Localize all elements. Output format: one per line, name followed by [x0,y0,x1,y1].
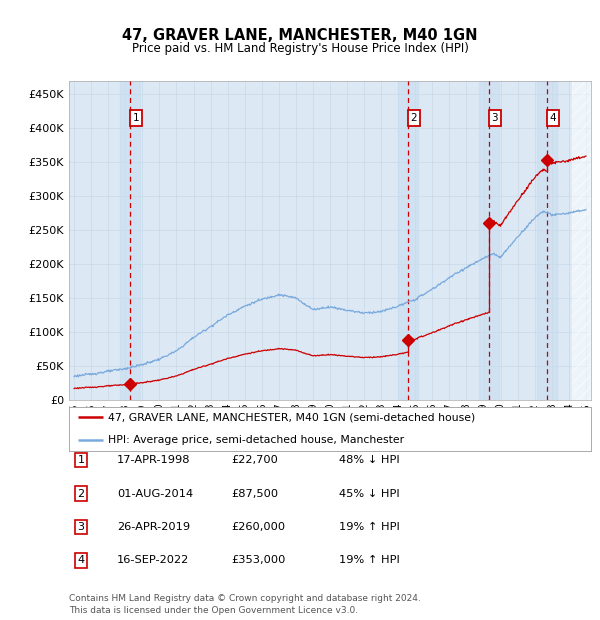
Text: 1: 1 [77,455,85,465]
Bar [120,81,140,400]
Text: Price paid vs. HM Land Registry's House Price Index (HPI): Price paid vs. HM Land Registry's House … [131,42,469,55]
Text: 48% ↓ HPI: 48% ↓ HPI [339,455,400,465]
Bar [398,81,418,400]
Text: 3: 3 [491,113,498,123]
Text: 1: 1 [133,113,139,123]
Text: 26-APR-2019: 26-APR-2019 [117,522,190,532]
Text: 19% ↑ HPI: 19% ↑ HPI [339,556,400,565]
Text: HPI: Average price, semi-detached house, Manchester: HPI: Average price, semi-detached house,… [108,435,404,445]
Text: 19% ↑ HPI: 19% ↑ HPI [339,522,400,532]
Text: £260,000: £260,000 [231,522,285,532]
Bar [536,81,557,400]
Text: 16-SEP-2022: 16-SEP-2022 [117,556,189,565]
Text: 4: 4 [550,113,556,123]
Bar [479,81,499,400]
Text: £22,700: £22,700 [231,455,278,465]
Text: 47, GRAVER LANE, MANCHESTER, M40 1GN: 47, GRAVER LANE, MANCHESTER, M40 1GN [122,28,478,43]
Text: £353,000: £353,000 [231,556,286,565]
Text: 4: 4 [77,556,85,565]
Text: 2: 2 [410,113,418,123]
Text: Contains HM Land Registry data © Crown copyright and database right 2024.
This d: Contains HM Land Registry data © Crown c… [69,593,421,615]
Text: 45% ↓ HPI: 45% ↓ HPI [339,489,400,498]
Text: 2: 2 [77,489,85,498]
Text: 17-APR-1998: 17-APR-1998 [117,455,191,465]
Text: 01-AUG-2014: 01-AUG-2014 [117,489,193,498]
Text: 47, GRAVER LANE, MANCHESTER, M40 1GN (semi-detached house): 47, GRAVER LANE, MANCHESTER, M40 1GN (se… [108,412,475,422]
Text: £87,500: £87,500 [231,489,278,498]
Text: 3: 3 [77,522,85,532]
Bar [572,81,591,400]
